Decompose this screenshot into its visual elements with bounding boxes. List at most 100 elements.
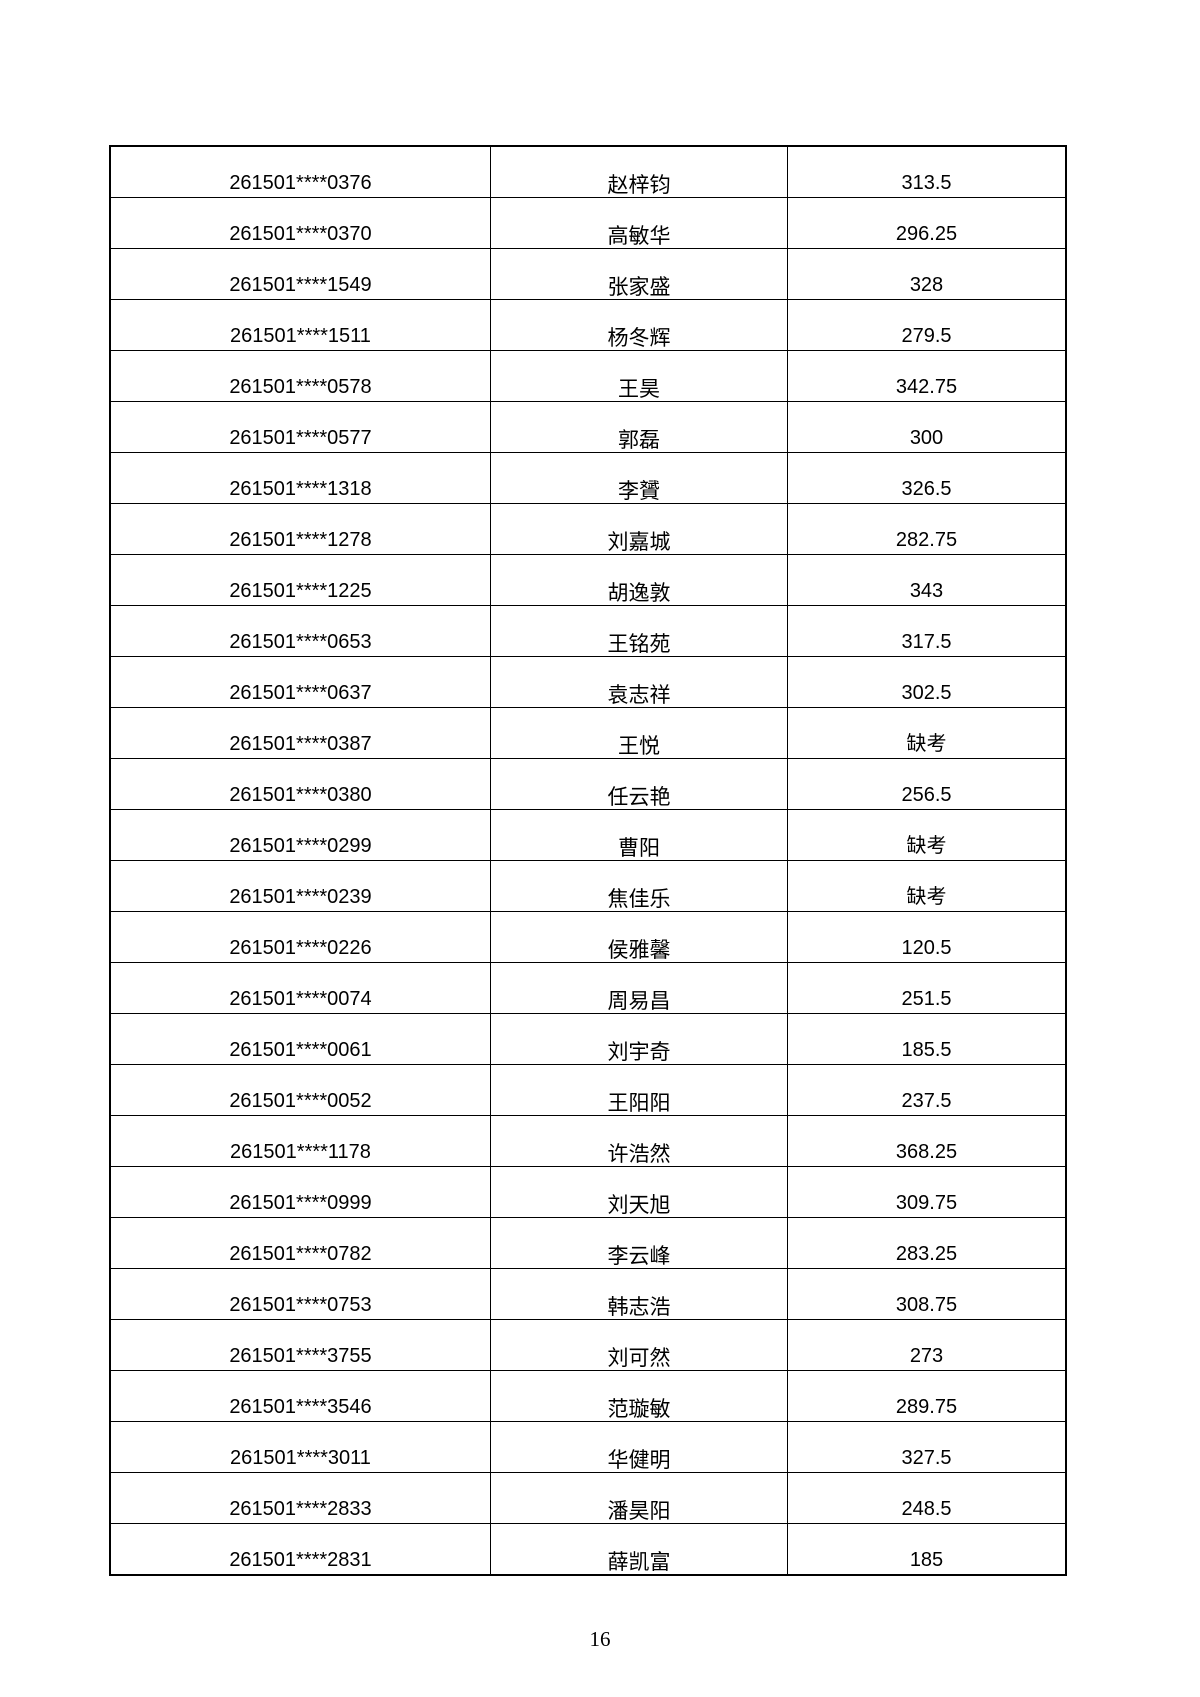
name-cell: 曹阳 xyxy=(490,809,788,861)
table-row: 261501****0578 王昊 342.75 xyxy=(109,350,1067,402)
name-cell: 华健明 xyxy=(490,1421,788,1473)
table-row: 261501****1511 杨冬辉 279.5 xyxy=(109,299,1067,351)
score-cell: 342.75 xyxy=(787,350,1067,402)
table-row: 261501****1178 许浩然 368.25 xyxy=(109,1115,1067,1167)
name-cell: 王铭苑 xyxy=(490,605,788,657)
score-cell: 308.75 xyxy=(787,1268,1067,1320)
name-cell: 刘可然 xyxy=(490,1319,788,1371)
table-row: 261501****0387 王悦 缺考 xyxy=(109,707,1067,759)
name-cell: 杨冬辉 xyxy=(490,299,788,351)
score-cell: 289.75 xyxy=(787,1370,1067,1422)
candidate-id-cell: 261501****3546 xyxy=(109,1370,491,1422)
score-cell: 313.5 xyxy=(787,145,1067,198)
score-cell: 256.5 xyxy=(787,758,1067,810)
candidate-id-cell: 261501****1225 xyxy=(109,554,491,606)
table-row: 261501****0653 王铭苑 317.5 xyxy=(109,605,1067,657)
score-cell: 237.5 xyxy=(787,1064,1067,1116)
score-cell: 326.5 xyxy=(787,452,1067,504)
candidate-id-cell: 261501****2831 xyxy=(109,1523,491,1576)
candidate-id-cell: 261501****0370 xyxy=(109,197,491,249)
table-row: 261501****2833 潘昊阳 248.5 xyxy=(109,1472,1067,1524)
name-cell: 范璇敏 xyxy=(490,1370,788,1422)
score-cell: 309.75 xyxy=(787,1166,1067,1218)
candidate-id-cell: 261501****1278 xyxy=(109,503,491,555)
page-number: 16 xyxy=(589,1627,611,1651)
candidate-id-cell: 261501****1318 xyxy=(109,452,491,504)
score-cell: 282.75 xyxy=(787,503,1067,555)
table-row: 261501****0074 周易昌 251.5 xyxy=(109,962,1067,1014)
score-cell: 248.5 xyxy=(787,1472,1067,1524)
score-cell: 327.5 xyxy=(787,1421,1067,1473)
score-cell: 缺考 xyxy=(787,809,1067,861)
candidate-id-cell: 261501****0380 xyxy=(109,758,491,810)
name-cell: 张家盛 xyxy=(490,248,788,300)
name-cell: 刘宇奇 xyxy=(490,1013,788,1065)
table-row: 261501****1549 张家盛 328 xyxy=(109,248,1067,300)
table-row: 261501****3755 刘可然 273 xyxy=(109,1319,1067,1371)
name-cell: 焦佳乐 xyxy=(490,860,788,912)
table-row: 261501****0782 李云峰 283.25 xyxy=(109,1217,1067,1269)
table-row: 261501****0052 王阳阳 237.5 xyxy=(109,1064,1067,1116)
table-row: 261501****1225 胡逸敦 343 xyxy=(109,554,1067,606)
candidate-id-cell: 261501****0074 xyxy=(109,962,491,1014)
candidate-id-cell: 261501****3755 xyxy=(109,1319,491,1371)
score-cell: 缺考 xyxy=(787,707,1067,759)
score-cell: 328 xyxy=(787,248,1067,300)
name-cell: 侯雅馨 xyxy=(490,911,788,963)
table-row: 261501****0376 赵梓钧 313.5 xyxy=(109,145,1067,198)
name-cell: 薛凯富 xyxy=(490,1523,788,1576)
candidate-id-cell: 261501****2833 xyxy=(109,1472,491,1524)
score-cell: 343 xyxy=(787,554,1067,606)
name-cell: 郭磊 xyxy=(490,401,788,453)
candidate-id-cell: 261501****0999 xyxy=(109,1166,491,1218)
candidate-id-cell: 261501****0637 xyxy=(109,656,491,708)
name-cell: 李贇 xyxy=(490,452,788,504)
name-cell: 赵梓钧 xyxy=(490,145,788,198)
candidate-id-cell: 261501****0578 xyxy=(109,350,491,402)
score-cell: 317.5 xyxy=(787,605,1067,657)
table-row: 261501****1278 刘嘉城 282.75 xyxy=(109,503,1067,555)
candidate-id-cell: 261501****0239 xyxy=(109,860,491,912)
name-cell: 刘天旭 xyxy=(490,1166,788,1218)
candidate-id-cell: 261501****0387 xyxy=(109,707,491,759)
table-row: 261501****0999 刘天旭 309.75 xyxy=(109,1166,1067,1218)
candidate-id-cell: 261501****0061 xyxy=(109,1013,491,1065)
score-cell: 279.5 xyxy=(787,299,1067,351)
name-cell: 许浩然 xyxy=(490,1115,788,1167)
candidate-id-cell: 261501****0782 xyxy=(109,1217,491,1269)
name-cell: 李云峰 xyxy=(490,1217,788,1269)
table-row: 261501****0226 侯雅馨 120.5 xyxy=(109,911,1067,963)
name-cell: 胡逸敦 xyxy=(490,554,788,606)
table-row: 261501****1318 李贇 326.5 xyxy=(109,452,1067,504)
table-row: 261501****0753 韩志浩 308.75 xyxy=(109,1268,1067,1320)
name-cell: 袁志祥 xyxy=(490,656,788,708)
score-table: 261501****0376 赵梓钧 313.5 261501****0370 高敏华 2… xyxy=(109,145,1067,1576)
table-row: 261501****0061 刘宇奇 185.5 xyxy=(109,1013,1067,1065)
table-row: 261501****0370 高敏华 296.25 xyxy=(109,197,1067,249)
candidate-id-cell: 261501****1178 xyxy=(109,1115,491,1167)
name-cell: 潘昊阳 xyxy=(490,1472,788,1524)
score-cell: 185 xyxy=(787,1523,1067,1576)
table-row: 261501****0239 焦佳乐 缺考 xyxy=(109,860,1067,912)
score-cell: 273 xyxy=(787,1319,1067,1371)
candidate-id-cell: 261501****0653 xyxy=(109,605,491,657)
table-row: 261501****0637 袁志祥 302.5 xyxy=(109,656,1067,708)
score-cell: 296.25 xyxy=(787,197,1067,249)
candidate-id-cell: 261501****3011 xyxy=(109,1421,491,1473)
name-cell: 周易昌 xyxy=(490,962,788,1014)
candidate-id-cell: 261501****1511 xyxy=(109,299,491,351)
name-cell: 韩志浩 xyxy=(490,1268,788,1320)
name-cell: 高敏华 xyxy=(490,197,788,249)
candidate-id-cell: 261501****0376 xyxy=(109,145,491,198)
score-cell: 300 xyxy=(787,401,1067,453)
score-cell: 283.25 xyxy=(787,1217,1067,1269)
name-cell: 任云艳 xyxy=(490,758,788,810)
candidate-id-cell: 261501****0299 xyxy=(109,809,491,861)
candidate-id-cell: 261501****0577 xyxy=(109,401,491,453)
name-cell: 王昊 xyxy=(490,350,788,402)
score-cell: 368.25 xyxy=(787,1115,1067,1167)
candidate-id-cell: 261501****0753 xyxy=(109,1268,491,1320)
name-cell: 王悦 xyxy=(490,707,788,759)
candidate-id-cell: 261501****0226 xyxy=(109,911,491,963)
table-row: 261501****3011 华健明 327.5 xyxy=(109,1421,1067,1473)
